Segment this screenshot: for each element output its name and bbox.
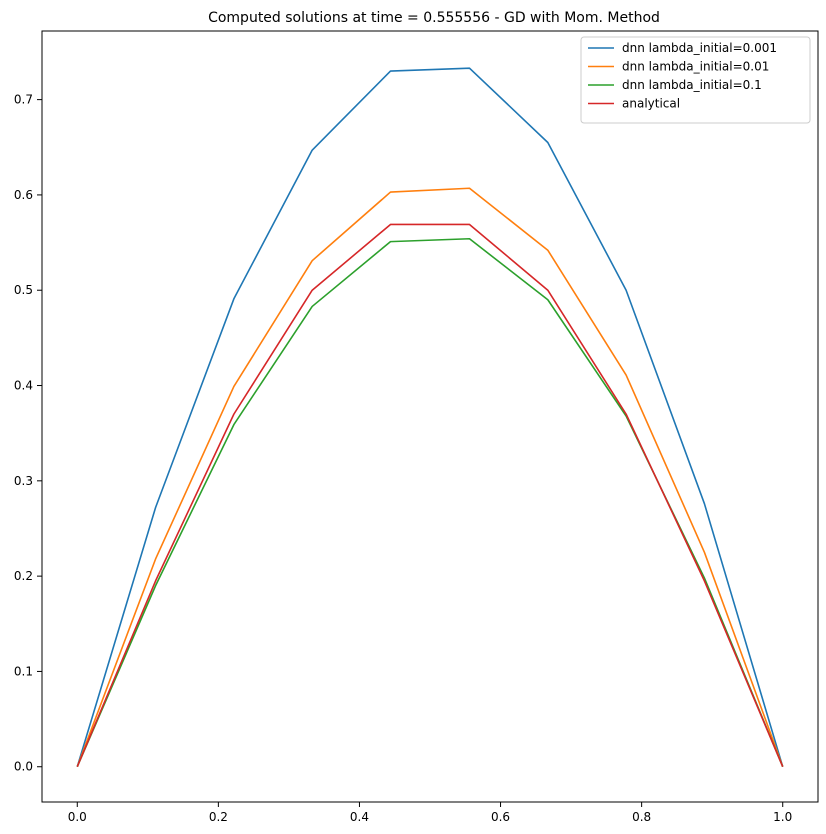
legend-label-0: dnn lambda_initial=0.001 (622, 41, 777, 55)
y-tick-label: 0.3 (14, 474, 33, 488)
x-axis: 0.0 0.2 0.4 0.6 0.8 1.0 (68, 802, 792, 824)
plot-area (41, 30, 819, 803)
legend-label-1: dnn lambda_initial=0.01 (622, 60, 769, 74)
plot-frame (41, 30, 819, 803)
y-tick-label: 0.1 (14, 664, 33, 678)
x-tick-label: 0.8 (632, 810, 651, 824)
x-tick-label: 0.0 (68, 810, 87, 824)
legend-box (580, 36, 811, 124)
y-tick-label: 0.6 (14, 188, 33, 202)
chart-title: Computed solutions at time = 0.555556 - … (208, 10, 660, 26)
y-tick-label: 0.2 (14, 569, 33, 583)
x-tick-label: 0.6 (491, 810, 510, 824)
y-tick-label: 0.0 (14, 760, 33, 774)
series-line-1 (76, 187, 784, 768)
series-group (76, 67, 784, 768)
series-line-0 (76, 67, 784, 767)
x-tick-label: 0.4 (350, 810, 369, 824)
legend-label-2: dnn lambda_initial=0.1 (622, 78, 762, 92)
y-tick-label: 0.7 (14, 93, 33, 107)
series-line-3 (76, 223, 784, 768)
y-tick-label: 0.5 (14, 283, 33, 297)
y-tick-label: 0.4 (14, 379, 33, 393)
legend-label-3: analytical (622, 97, 680, 111)
x-tick-label: 1.0 (773, 810, 792, 824)
x-tick-label: 0.2 (209, 810, 228, 824)
y-axis: 0.0 0.1 0.2 0.3 0.4 0.5 0.6 0.7 (14, 93, 42, 774)
